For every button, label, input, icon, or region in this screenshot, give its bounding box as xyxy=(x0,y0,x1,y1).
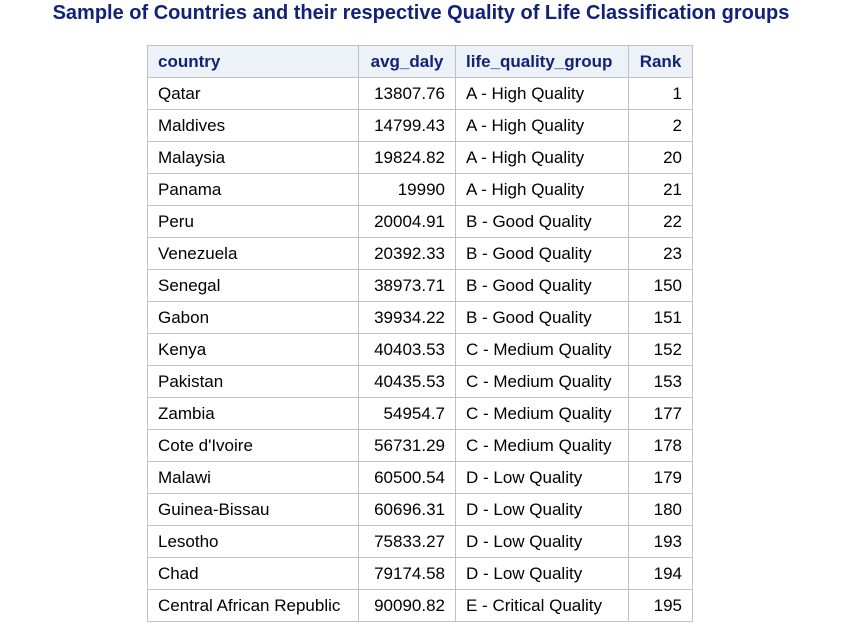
cell-rank: 178 xyxy=(628,429,693,462)
cell-life-quality-group: A - High Quality xyxy=(455,109,629,142)
cell-country: Peru xyxy=(147,205,359,238)
cell-avg-daly: 60500.54 xyxy=(358,461,456,494)
cell-country: Senegal xyxy=(147,269,359,302)
cell-avg-daly: 56731.29 xyxy=(358,429,456,462)
cell-avg-daly: 38973.71 xyxy=(358,269,456,302)
column-header-rank: Rank xyxy=(628,45,693,78)
cell-avg-daly: 40435.53 xyxy=(358,365,456,398)
table-row: Venezuela 20392.33 B - Good Quality 23 xyxy=(147,237,693,270)
cell-avg-daly: 75833.27 xyxy=(358,525,456,558)
cell-country: Guinea-Bissau xyxy=(147,493,359,526)
cell-avg-daly: 60696.31 xyxy=(358,493,456,526)
table-row: Chad 79174.58 D - Low Quality 194 xyxy=(147,557,693,590)
cell-country: Central African Republic xyxy=(147,589,359,622)
cell-country: Lesotho xyxy=(147,525,359,558)
cell-country: Venezuela xyxy=(147,237,359,270)
cell-life-quality-group: E - Critical Quality xyxy=(455,589,629,622)
table-row: Kenya 40403.53 C - Medium Quality 152 xyxy=(147,333,693,366)
column-header-country: country xyxy=(147,45,359,78)
column-header-life-quality-group: life_quality_group xyxy=(455,45,629,78)
cell-rank: 150 xyxy=(628,269,693,302)
cell-rank: 195 xyxy=(628,589,693,622)
cell-avg-daly: 40403.53 xyxy=(358,333,456,366)
cell-rank: 152 xyxy=(628,333,693,366)
cell-avg-daly: 54954.7 xyxy=(358,397,456,430)
header-row: country avg_daly life_quality_group Rank xyxy=(147,45,693,78)
cell-life-quality-group: D - Low Quality xyxy=(455,525,629,558)
cell-country: Malaysia xyxy=(147,141,359,174)
cell-country: Gabon xyxy=(147,301,359,334)
table-body: Qatar 13807.76 A - High Quality 1 Maldives 14… xyxy=(147,77,693,622)
cell-country: Malawi xyxy=(147,461,359,494)
cell-avg-daly: 13807.76 xyxy=(358,77,456,110)
cell-country: Maldives xyxy=(147,109,359,142)
cell-life-quality-group: A - High Quality xyxy=(455,77,629,110)
table-row: Cote d'Ivoire 56731.29 C - Medium Quality 1… xyxy=(147,429,693,462)
cell-rank: 1 xyxy=(628,77,693,110)
cell-avg-daly: 90090.82 xyxy=(358,589,456,622)
cell-country: Panama xyxy=(147,173,359,206)
cell-life-quality-group: C - Medium Quality xyxy=(455,333,629,366)
cell-rank: 194 xyxy=(628,557,693,590)
table-row: Senegal 38973.71 B - Good Quality 150 xyxy=(147,269,693,302)
table-row: Lesotho 75833.27 D - Low Quality 193 xyxy=(147,525,693,558)
cell-life-quality-group: B - Good Quality xyxy=(455,301,629,334)
cell-life-quality-group: B - Good Quality xyxy=(455,205,629,238)
cell-rank: 177 xyxy=(628,397,693,430)
table-row: Peru 20004.91 B - Good Quality 22 xyxy=(147,205,693,238)
table-row: Guinea-Bissau 60696.31 D - Low Quality 180 xyxy=(147,493,693,526)
cell-avg-daly: 79174.58 xyxy=(358,557,456,590)
cell-country: Qatar xyxy=(147,77,359,110)
cell-life-quality-group: B - Good Quality xyxy=(455,269,629,302)
cell-avg-daly: 19824.82 xyxy=(358,141,456,174)
cell-rank: 2 xyxy=(628,109,693,142)
cell-country: Zambia xyxy=(147,397,359,430)
cell-rank: 22 xyxy=(628,205,693,238)
cell-rank: 179 xyxy=(628,461,693,494)
cell-life-quality-group: B - Good Quality xyxy=(455,237,629,270)
cell-life-quality-group: D - Low Quality xyxy=(455,493,629,526)
cell-rank: 151 xyxy=(628,301,693,334)
table-header: country avg_daly life_quality_group Rank xyxy=(147,45,693,78)
cell-rank: 180 xyxy=(628,493,693,526)
cell-avg-daly: 19990 xyxy=(358,173,456,206)
cell-avg-daly: 39934.22 xyxy=(358,301,456,334)
table-row: Central African Republic 90090.82 E - Crit… xyxy=(147,589,693,622)
cell-rank: 21 xyxy=(628,173,693,206)
cell-life-quality-group: C - Medium Quality xyxy=(455,365,629,398)
table-row: Malaysia 19824.82 A - High Quality 20 xyxy=(147,141,693,174)
cell-life-quality-group: C - Medium Quality xyxy=(455,429,629,462)
cell-life-quality-group: D - Low Quality xyxy=(455,557,629,590)
cell-life-quality-group: A - High Quality xyxy=(455,173,629,206)
table-row: Qatar 13807.76 A - High Quality 1 xyxy=(147,77,693,110)
table-row: Malawi 60500.54 D - Low Quality 179 xyxy=(147,461,693,494)
cell-rank: 20 xyxy=(628,141,693,174)
cell-rank: 153 xyxy=(628,365,693,398)
page-title: Sample of Countries and their respective… xyxy=(52,2,790,24)
cell-country: Chad xyxy=(147,557,359,590)
results-table: country avg_daly life_quality_group Rank… xyxy=(147,45,693,622)
cell-life-quality-group: C - Medium Quality xyxy=(455,397,629,430)
cell-rank: 23 xyxy=(628,237,693,270)
table-row: Gabon 39934.22 B - Good Quality 151 xyxy=(147,301,693,334)
table-row: Zambia 54954.7 C - Medium Quality 177 xyxy=(147,397,693,430)
cell-life-quality-group: A - High Quality xyxy=(455,141,629,174)
table-row: Panama 19990 A - High Quality 21 xyxy=(147,173,693,206)
cell-country: Pakistan xyxy=(147,365,359,398)
table-row: Pakistan 40435.53 C - Medium Quality 153 xyxy=(147,365,693,398)
cell-rank: 193 xyxy=(628,525,693,558)
cell-avg-daly: 14799.43 xyxy=(358,109,456,142)
cell-country: Kenya xyxy=(147,333,359,366)
column-header-avg-daly: avg_daly xyxy=(358,45,456,78)
cell-life-quality-group: D - Low Quality xyxy=(455,461,629,494)
cell-country: Cote d'Ivoire xyxy=(147,429,359,462)
table-row: Maldives 14799.43 A - High Quality 2 xyxy=(147,109,693,142)
cell-avg-daly: 20004.91 xyxy=(358,205,456,238)
cell-avg-daly: 20392.33 xyxy=(358,237,456,270)
